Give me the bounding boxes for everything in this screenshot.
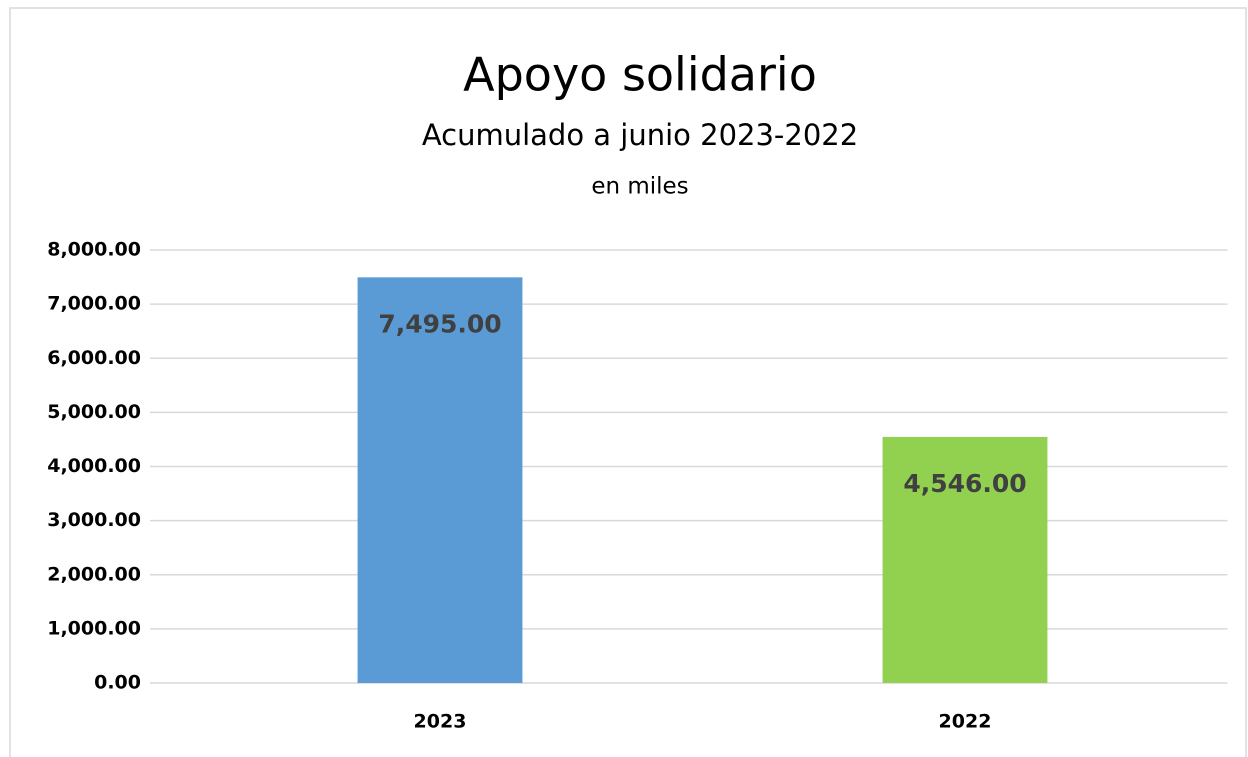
y-tick-label: 1,000.00 bbox=[47, 617, 141, 639]
data-label: 7,495.00 bbox=[378, 309, 501, 338]
chart-subtitle: en miles bbox=[591, 174, 688, 200]
x-tick-label: 2023 bbox=[414, 711, 467, 733]
y-tick-label: 4,000.00 bbox=[47, 455, 141, 477]
y-tick-label: 5,000.00 bbox=[47, 401, 141, 423]
y-tick-label: 2,000.00 bbox=[47, 563, 141, 585]
chart-subtitle: Acumulado a junio 2023-2022 bbox=[422, 118, 858, 152]
x-tick-label: 2022 bbox=[939, 711, 992, 733]
y-tick-label: 3,000.00 bbox=[47, 509, 141, 531]
bar bbox=[882, 436, 1048, 683]
y-tick-label: 8,000.00 bbox=[47, 239, 141, 261]
bar bbox=[357, 277, 523, 683]
data-label: 4,546.00 bbox=[903, 469, 1026, 498]
y-tick-label: 6,000.00 bbox=[47, 347, 141, 369]
y-tick-label: 0.00 bbox=[94, 672, 141, 694]
y-tick-label: 7,000.00 bbox=[47, 293, 141, 315]
chart-title: Apoyo solidario bbox=[463, 48, 817, 102]
